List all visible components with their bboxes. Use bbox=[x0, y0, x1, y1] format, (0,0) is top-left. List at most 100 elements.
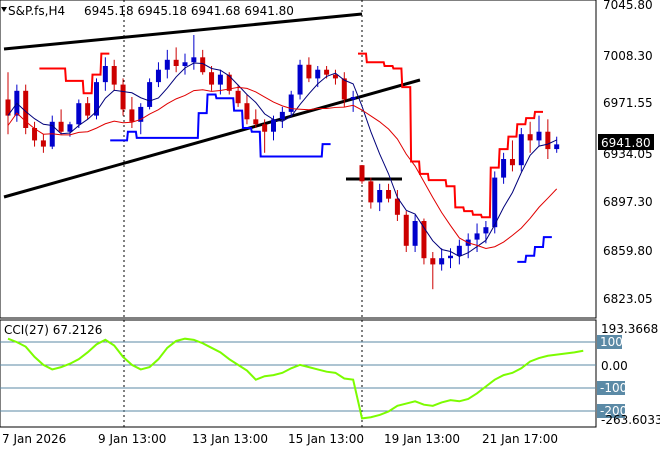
current-price-box bbox=[598, 134, 654, 150]
candle-body bbox=[421, 221, 427, 259]
candle-body bbox=[40, 140, 46, 147]
candle-body bbox=[182, 62, 188, 66]
cci-tick: 100 bbox=[600, 335, 623, 349]
cci-tick: 0.00 bbox=[601, 359, 628, 373]
candles-group bbox=[5, 35, 560, 290]
candle-body bbox=[253, 119, 259, 125]
ma-slow-line bbox=[7, 86, 558, 250]
time-label: 21 Jan 17:00 bbox=[482, 432, 558, 446]
candle-body bbox=[439, 258, 445, 265]
candle-body bbox=[129, 109, 135, 122]
candle-body bbox=[120, 84, 126, 110]
cci-level-badge bbox=[597, 404, 625, 418]
cci-tick: -263.6033 bbox=[601, 413, 660, 427]
candle-body bbox=[377, 190, 383, 203]
candle-body bbox=[403, 214, 409, 246]
candle-body bbox=[474, 233, 480, 240]
ma-fast-line bbox=[7, 62, 557, 258]
candle-body bbox=[94, 82, 99, 116]
time-label: 13 Jan 13:00 bbox=[192, 432, 268, 446]
candle-body bbox=[226, 74, 232, 91]
candle-body bbox=[518, 134, 524, 166]
cci-label: CCI(27) 67.2126 bbox=[4, 323, 102, 337]
sar-blue-line bbox=[110, 93, 331, 158]
candle-body bbox=[23, 90, 29, 128]
candle-body bbox=[394, 198, 400, 215]
time-label: 9 Jan 13:00 bbox=[98, 432, 166, 446]
current-price-label: 6941.80 bbox=[601, 136, 651, 150]
candle-body bbox=[147, 82, 153, 107]
candle-body bbox=[554, 144, 560, 150]
overlays-group bbox=[7, 52, 584, 420]
price-tick: 6823.05 bbox=[603, 292, 653, 306]
collapse-triangle-icon[interactable] bbox=[1, 7, 7, 12]
candle-body bbox=[67, 124, 73, 132]
candle-body bbox=[138, 106, 144, 122]
candle-body bbox=[200, 57, 206, 73]
candle-body bbox=[244, 103, 250, 120]
time-label: 7 Jan 2026 bbox=[2, 432, 66, 446]
candle-body bbox=[5, 99, 11, 116]
price-panel bbox=[0, 0, 597, 319]
candle-body bbox=[271, 119, 276, 132]
price-tick: 6897.30 bbox=[603, 195, 653, 209]
candle-body bbox=[536, 131, 542, 141]
candle-body bbox=[341, 78, 347, 100]
price-tick: 7045.80 bbox=[603, 0, 653, 12]
candle-body bbox=[359, 165, 365, 182]
candle-body bbox=[456, 245, 462, 256]
price-tick: 6934.05 bbox=[603, 147, 653, 161]
candle-body bbox=[412, 221, 418, 246]
candle-body bbox=[111, 66, 117, 85]
candle-body bbox=[306, 64, 312, 79]
cci-tick: 193.3668 bbox=[601, 322, 658, 336]
price-tick: 6971.55 bbox=[603, 96, 653, 110]
sar-red-line bbox=[39, 52, 110, 95]
candle-body bbox=[235, 90, 241, 104]
candle-body bbox=[297, 64, 303, 95]
cci-tick: -100 bbox=[600, 381, 627, 395]
candle-body bbox=[527, 134, 533, 141]
cci-line bbox=[7, 337, 584, 420]
candle-body bbox=[368, 181, 374, 203]
candle-body bbox=[155, 69, 161, 83]
candle-body bbox=[262, 124, 268, 132]
candle-body bbox=[332, 74, 338, 79]
candle-body bbox=[430, 258, 436, 265]
sar-red-line bbox=[358, 52, 543, 219]
candle-body bbox=[102, 66, 108, 83]
candle-body bbox=[58, 121, 64, 132]
cci-tick: -200 bbox=[600, 404, 627, 418]
candle-body bbox=[85, 103, 91, 116]
candle-body bbox=[209, 72, 215, 85]
price-tick: 7008.30 bbox=[603, 49, 653, 63]
candle-body bbox=[315, 69, 321, 79]
cci-level-badge bbox=[597, 381, 625, 395]
time-label: 19 Jan 13:00 bbox=[384, 432, 460, 446]
time-label: 15 Jan 13:00 bbox=[288, 432, 364, 446]
cci-panel bbox=[0, 319, 597, 428]
candle-body bbox=[492, 177, 498, 228]
candle-body bbox=[32, 128, 38, 141]
candle-body bbox=[483, 227, 489, 234]
header-symbol: S&P.fs,H4 bbox=[8, 4, 65, 18]
candle-body bbox=[501, 159, 507, 178]
candle-body bbox=[448, 255, 453, 259]
candle-body bbox=[288, 94, 294, 112]
candle-body bbox=[350, 97, 356, 100]
candle-body bbox=[324, 69, 330, 75]
candle-body bbox=[509, 159, 515, 166]
price-tick: 6859.80 bbox=[603, 244, 653, 258]
candle-body bbox=[76, 103, 82, 125]
candle-body bbox=[545, 131, 551, 150]
candle-body bbox=[386, 190, 392, 199]
cci-level-badge bbox=[597, 335, 622, 349]
sar-blue-line bbox=[517, 236, 552, 263]
header-ohlc: 6945.18 6945.18 6941.68 6941.80 bbox=[84, 4, 294, 18]
candle-body bbox=[173, 59, 179, 66]
candle-body bbox=[164, 59, 170, 70]
upper-trendline bbox=[3, 12, 363, 51]
candle-body bbox=[279, 111, 285, 120]
candle-body bbox=[217, 74, 223, 85]
